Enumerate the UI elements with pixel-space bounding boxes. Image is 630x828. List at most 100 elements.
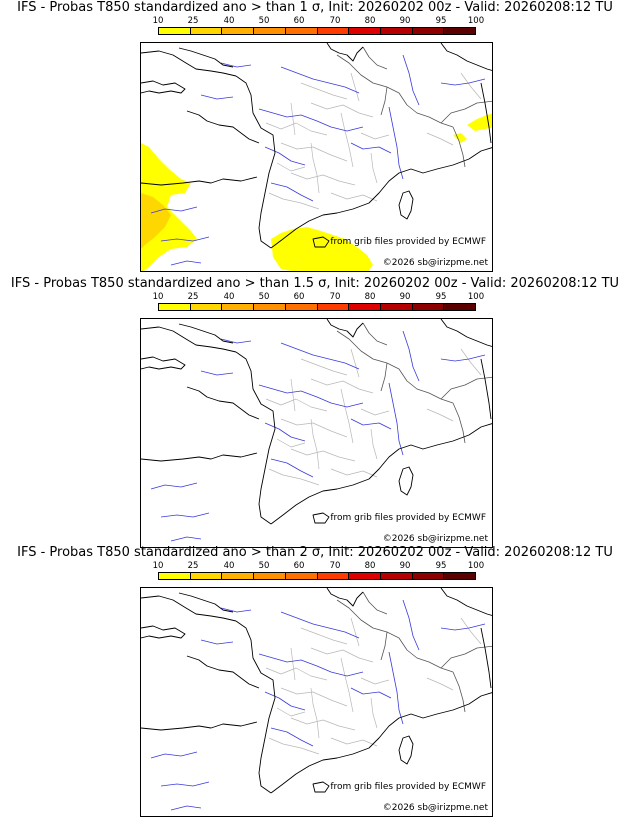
- tick-label: 95: [435, 292, 447, 302]
- tick-label: 10: [152, 16, 164, 26]
- country-border: [362, 591, 388, 615]
- colorbar: [158, 303, 476, 311]
- department-boundary: [330, 192, 378, 202]
- coastline: [141, 326, 237, 353]
- river: [170, 260, 202, 266]
- department-boundary: [300, 627, 348, 645]
- copyright-credit: ©2026 sb@irizpme.net: [382, 258, 488, 268]
- department-boundary: [370, 152, 378, 184]
- department-boundary: [276, 162, 306, 172]
- colorbar-segment: [349, 28, 381, 34]
- coastline: [141, 50, 237, 77]
- department-boundary: [290, 717, 356, 731]
- coastline: [326, 43, 364, 62]
- coastline: [270, 147, 492, 249]
- coastline: [480, 627, 492, 689]
- coastline: [480, 358, 492, 420]
- coastline: [326, 588, 364, 607]
- anomaly-area: [467, 113, 492, 131]
- coastline: [270, 423, 492, 525]
- department-boundary: [360, 408, 390, 416]
- river: [200, 639, 234, 645]
- river: [280, 611, 360, 639]
- department-boundary: [340, 657, 354, 713]
- department-boundary: [280, 687, 348, 707]
- country-border: [362, 322, 388, 346]
- coastline: [141, 625, 186, 639]
- tick-label: 25: [187, 561, 199, 571]
- river: [350, 142, 392, 154]
- tick-label: 90: [399, 292, 411, 302]
- department-boundary: [330, 737, 378, 747]
- coastline: [440, 43, 492, 71]
- river: [150, 751, 198, 759]
- department-boundary: [310, 687, 320, 739]
- department-boundary: [360, 677, 390, 685]
- department-boundary: [350, 617, 360, 647]
- coastline: [141, 452, 258, 462]
- river: [402, 54, 420, 106]
- country-border: [440, 100, 492, 124]
- colorbar-segment: [444, 304, 476, 310]
- colorbar-segment: [254, 304, 286, 310]
- ecmwf-credit: from grib files provided by ECMWF: [330, 513, 486, 523]
- department-boundary: [310, 378, 374, 394]
- tick-label: 40: [223, 16, 235, 26]
- map-svg: [141, 43, 492, 271]
- map-svg: [141, 588, 492, 811]
- map-svg: [141, 319, 492, 542]
- coastline: [480, 82, 492, 144]
- department-boundary: [276, 707, 306, 717]
- tick-label: 60: [293, 16, 305, 26]
- coastline: [440, 319, 492, 347]
- coastline: [178, 592, 234, 613]
- river: [200, 370, 234, 376]
- department-boundary: [290, 172, 356, 186]
- colorbar-segment: [412, 28, 445, 34]
- mallorca-coastline: [312, 236, 330, 248]
- river: [350, 687, 392, 699]
- colorbar-segment: [444, 28, 476, 34]
- department-boundary: [265, 398, 328, 412]
- colorbar-segment: [285, 304, 318, 310]
- department-boundary: [330, 468, 378, 478]
- tick-label: 100: [467, 561, 485, 571]
- panel-title: IFS - Probas T850 standardized ano > tha…: [10, 276, 620, 291]
- colorbar-segment: [349, 304, 381, 310]
- department-boundary: [265, 667, 328, 681]
- tick-label: 40: [223, 561, 235, 571]
- river: [220, 338, 252, 344]
- panel-title: IFS - Probas T850 standardized ano > tha…: [17, 545, 613, 560]
- river: [160, 512, 210, 518]
- tick-label: 70: [329, 561, 341, 571]
- coastline: [326, 319, 364, 338]
- department-boundary: [290, 102, 296, 136]
- department-boundary: [268, 192, 320, 210]
- river: [150, 482, 198, 490]
- department-boundary: [268, 468, 320, 486]
- country-border: [440, 645, 492, 669]
- department-boundary: [426, 132, 454, 146]
- colorbar-segment: [190, 304, 223, 310]
- colorbar-segment: [159, 304, 191, 310]
- department-boundary: [290, 448, 356, 462]
- river: [258, 653, 364, 677]
- department-boundary: [350, 348, 360, 378]
- colorbar-segment: [254, 28, 286, 34]
- tick-label: 60: [293, 561, 305, 571]
- anomaly-area: [453, 133, 467, 143]
- river: [402, 330, 420, 382]
- tick-label: 100: [467, 292, 485, 302]
- mallorca-coastline: [312, 781, 330, 793]
- river: [270, 727, 314, 747]
- colorbar-ticks: 10 25 40 50 60 70 80 90 95 100: [153, 292, 485, 302]
- colorbar-segment: [412, 573, 445, 579]
- department-boundary: [370, 428, 378, 460]
- tick-label: 25: [187, 16, 199, 26]
- department-boundary: [310, 647, 374, 663]
- department-boundary: [290, 647, 296, 681]
- ecmwf-credit: from grib files provided by ECMWF: [330, 237, 486, 247]
- river: [350, 418, 392, 430]
- anomaly-area: [141, 193, 171, 249]
- department-boundary: [460, 617, 482, 645]
